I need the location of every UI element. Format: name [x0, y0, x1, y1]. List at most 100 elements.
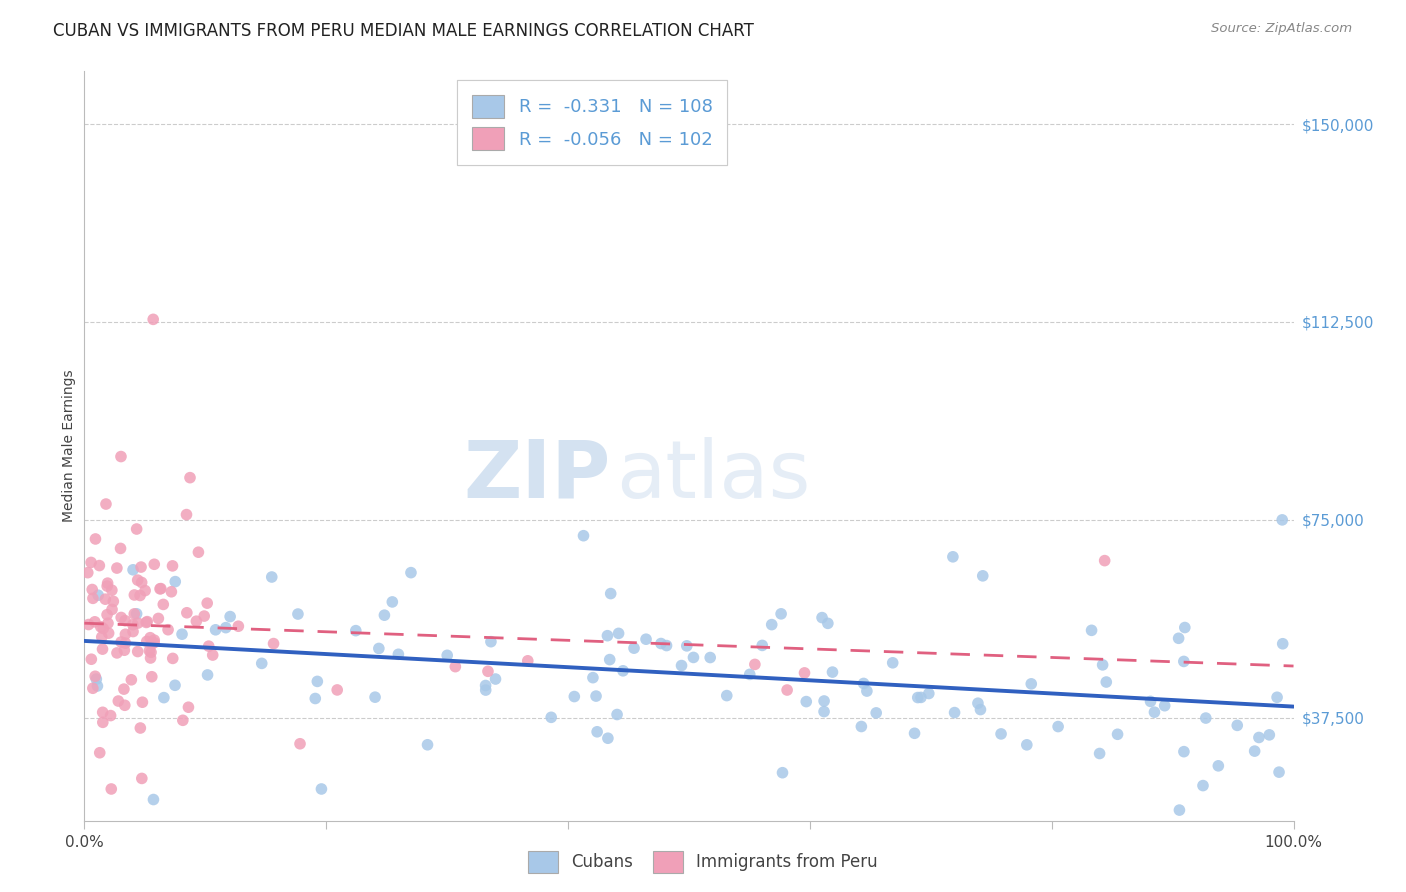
Point [179, 470, 201, 484]
Point [101, 602, 124, 616]
Point [1168, 803, 1191, 817]
Point [112, 682, 135, 697]
Point [82, 582, 104, 597]
Y-axis label: Median Male Earnings: Median Male Earnings [62, 369, 76, 523]
Point [129, 721, 152, 735]
Point [105, 646, 128, 660]
Point [110, 610, 132, 624]
Point [87, 588, 110, 602]
Point [817, 616, 839, 631]
Point [91, 642, 114, 657]
Point [851, 719, 873, 733]
Text: ZIP: ZIP [463, 437, 610, 515]
Point [516, 654, 538, 668]
Point [582, 671, 605, 685]
Point [84, 669, 107, 683]
Point [477, 665, 499, 679]
Point [599, 652, 621, 666]
Point [572, 529, 595, 543]
Point [942, 549, 965, 564]
Point [484, 672, 506, 686]
Text: atlas: atlas [616, 437, 811, 515]
Point [716, 689, 738, 703]
Point [122, 617, 145, 632]
Point [143, 558, 166, 572]
Point [86, 679, 108, 693]
Point [373, 608, 395, 623]
Point [228, 619, 250, 633]
Point [793, 665, 815, 680]
Point [1271, 637, 1294, 651]
Point [326, 682, 349, 697]
Point [135, 615, 157, 630]
Point [141, 637, 163, 651]
Point [972, 569, 994, 583]
Point [100, 782, 122, 797]
Point [149, 582, 172, 596]
Point [91, 715, 114, 730]
Point [682, 650, 704, 665]
Point [127, 644, 149, 658]
Point [1195, 711, 1218, 725]
Point [612, 664, 634, 678]
Point [193, 609, 215, 624]
Point [127, 616, 149, 631]
Point [219, 609, 242, 624]
Point [100, 708, 122, 723]
Point [122, 624, 145, 639]
Point [110, 541, 132, 556]
Point [157, 623, 180, 637]
Point [197, 668, 219, 682]
Point [176, 606, 198, 620]
Point [474, 683, 496, 698]
Point [91, 622, 114, 636]
Point [170, 627, 193, 641]
Point [139, 631, 162, 645]
Point [77, 617, 100, 632]
Point [187, 545, 209, 559]
Point [94, 497, 117, 511]
Point [101, 583, 124, 598]
Text: CUBAN VS IMMIGRANTS FROM PERU MEDIAN MALE EARNINGS CORRELATION CHART: CUBAN VS IMMIGRANTS FROM PERU MEDIAN MAL… [53, 22, 754, 40]
Point [86, 672, 108, 686]
Point [80, 652, 103, 666]
Point [89, 746, 111, 760]
Point [1139, 694, 1161, 708]
Point [176, 508, 198, 522]
Point [772, 765, 794, 780]
Point [623, 641, 645, 656]
Point [152, 598, 174, 612]
Point [634, 632, 657, 647]
Point [215, 621, 238, 635]
Point [103, 594, 125, 608]
Point [585, 689, 607, 703]
Point [436, 648, 458, 663]
Point [89, 558, 111, 573]
Point [596, 629, 619, 643]
Point [197, 639, 219, 653]
Point [1192, 779, 1215, 793]
Point [139, 645, 162, 659]
Point [204, 623, 226, 637]
Legend: Cubans, Immigrants from Peru: Cubans, Immigrants from Peru [522, 845, 884, 880]
Point [96, 579, 118, 593]
Point [882, 656, 904, 670]
Point [82, 681, 104, 696]
Point [149, 582, 172, 596]
Point [1143, 705, 1166, 719]
Point [381, 595, 404, 609]
Point [143, 635, 166, 649]
Text: Source: ZipAtlas.com: Source: ZipAtlas.com [1212, 22, 1353, 36]
Point [1088, 747, 1111, 761]
Point [770, 607, 793, 621]
Point [1173, 655, 1195, 669]
Point [131, 695, 153, 709]
Point [813, 705, 835, 719]
Point [288, 737, 311, 751]
Point [127, 573, 149, 587]
Point [1226, 718, 1249, 732]
Point [129, 589, 152, 603]
Point [263, 637, 285, 651]
Point [1173, 745, 1195, 759]
Point [364, 690, 387, 705]
